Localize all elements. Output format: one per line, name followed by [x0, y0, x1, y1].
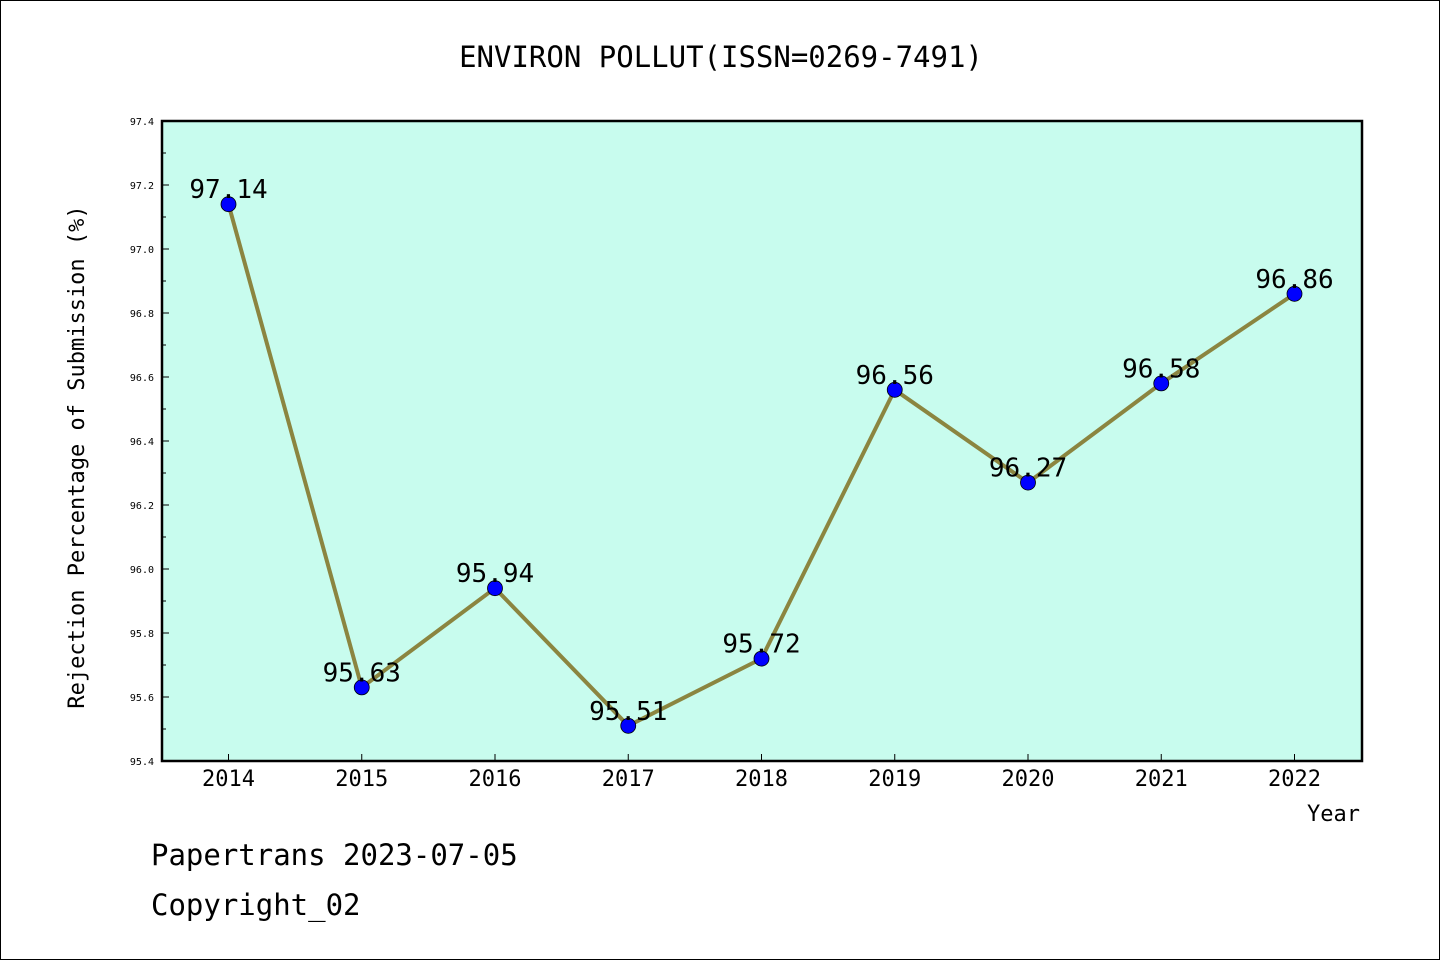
x-tick-label: 2014: [202, 767, 255, 792]
data-label: 95.72: [722, 630, 800, 660]
data-point: [353, 679, 370, 696]
y-tick-label: 96.0: [130, 565, 154, 576]
data-label: 95.51: [589, 697, 667, 727]
data-label: 97.14: [189, 175, 267, 205]
y-tick-label: 95.4: [130, 757, 154, 768]
data-point: [886, 381, 903, 398]
x-tick-label: 2016: [469, 767, 522, 792]
data-label: 96.27: [989, 454, 1067, 484]
x-tick-label: 2020: [1002, 767, 1055, 792]
y-tick-label: 97.4: [130, 117, 154, 128]
data-point: [1020, 474, 1036, 491]
footer-copyright: Copyright_02: [151, 888, 361, 923]
data-point: [1153, 375, 1170, 392]
y-axis: 95.4 95.6 95.8 96.0 96.2 96.4 96.6 96.8 97.0 97.2…: [130, 117, 169, 768]
y-tick-label: 97.0: [130, 245, 154, 256]
data-point: [753, 650, 770, 667]
chart-title: ENVIRON POLLUT(ISSN=0269-7491): [459, 40, 983, 74]
x-axis: 2014 2015 2016 2017 2018 2019 2020 2021 2022: [202, 754, 1321, 792]
y-axis-label: Rejection Percentage of Submission (%): [65, 205, 90, 708]
data-label: 96.58: [1122, 354, 1200, 384]
data-point: [1286, 285, 1303, 302]
data-label: 95.94: [456, 559, 534, 589]
x-tick-label: 2022: [1268, 767, 1321, 792]
y-tick-label: 96.4: [130, 437, 154, 448]
data-label: 96.86: [1255, 265, 1333, 295]
x-tick-label: 2018: [735, 767, 788, 792]
y-tick-label: 96.2: [130, 501, 154, 512]
x-tick-label: 2015: [335, 767, 388, 792]
y-tick-label: 95.8: [130, 629, 154, 640]
x-tick-label: 2021: [1135, 767, 1188, 792]
data-point: [620, 717, 637, 734]
data-point: [220, 196, 237, 213]
y-tick-label: 95.6: [130, 693, 154, 704]
x-tick-label: 2017: [602, 767, 655, 792]
x-axis-label: Year: [1307, 802, 1360, 827]
data-label: 96.56: [856, 361, 934, 391]
y-tick-label: 96.8: [130, 309, 154, 320]
footer-date-stamp: Papertrans 2023-07-05: [151, 838, 518, 872]
series-layer: 97.14 95.63 95.94 95.51 95.72 96.56 96.27 96.58…: [189, 175, 1334, 734]
data-point: [487, 580, 503, 597]
x-tick-label: 2019: [868, 767, 921, 792]
y-tick-label: 96.6: [130, 373, 154, 384]
data-label: 95.63: [323, 658, 401, 688]
y-tick-label: 97.2: [130, 181, 154, 192]
